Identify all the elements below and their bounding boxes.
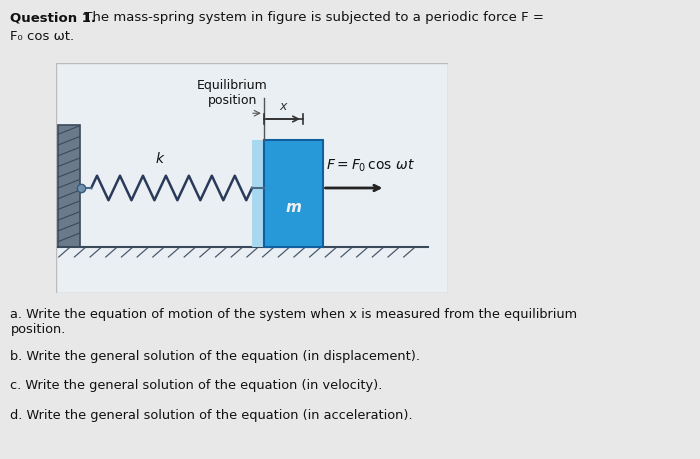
- Text: Equilibrium
position: Equilibrium position: [197, 78, 268, 106]
- Text: a. Write the equation of motion of the system when x is measured from the equili: a. Write the equation of motion of the s…: [10, 308, 578, 336]
- Text: k: k: [156, 151, 164, 166]
- Text: d. Write the general solution of the equation (in acceleration).: d. Write the general solution of the equ…: [10, 409, 413, 421]
- Bar: [252, 141, 323, 248]
- Text: c. Write the general solution of the equation (in velocity).: c. Write the general solution of the equ…: [10, 379, 383, 392]
- Text: $F = F_0\,\cos\,\omega t$: $F = F_0\,\cos\,\omega t$: [326, 157, 415, 173]
- Bar: [264, 141, 323, 248]
- Text: The mass-spring system in figure is subjected to a periodic force F =: The mass-spring system in figure is subj…: [80, 11, 545, 24]
- Text: F₀ cos ωt.: F₀ cos ωt.: [10, 30, 75, 43]
- Text: b. Write the general solution of the equation (in displacement).: b. Write the general solution of the equ…: [10, 349, 421, 362]
- Bar: [58, 125, 80, 248]
- Text: x: x: [280, 100, 287, 113]
- Text: m: m: [285, 200, 301, 215]
- Text: Question 1.: Question 1.: [10, 11, 97, 24]
